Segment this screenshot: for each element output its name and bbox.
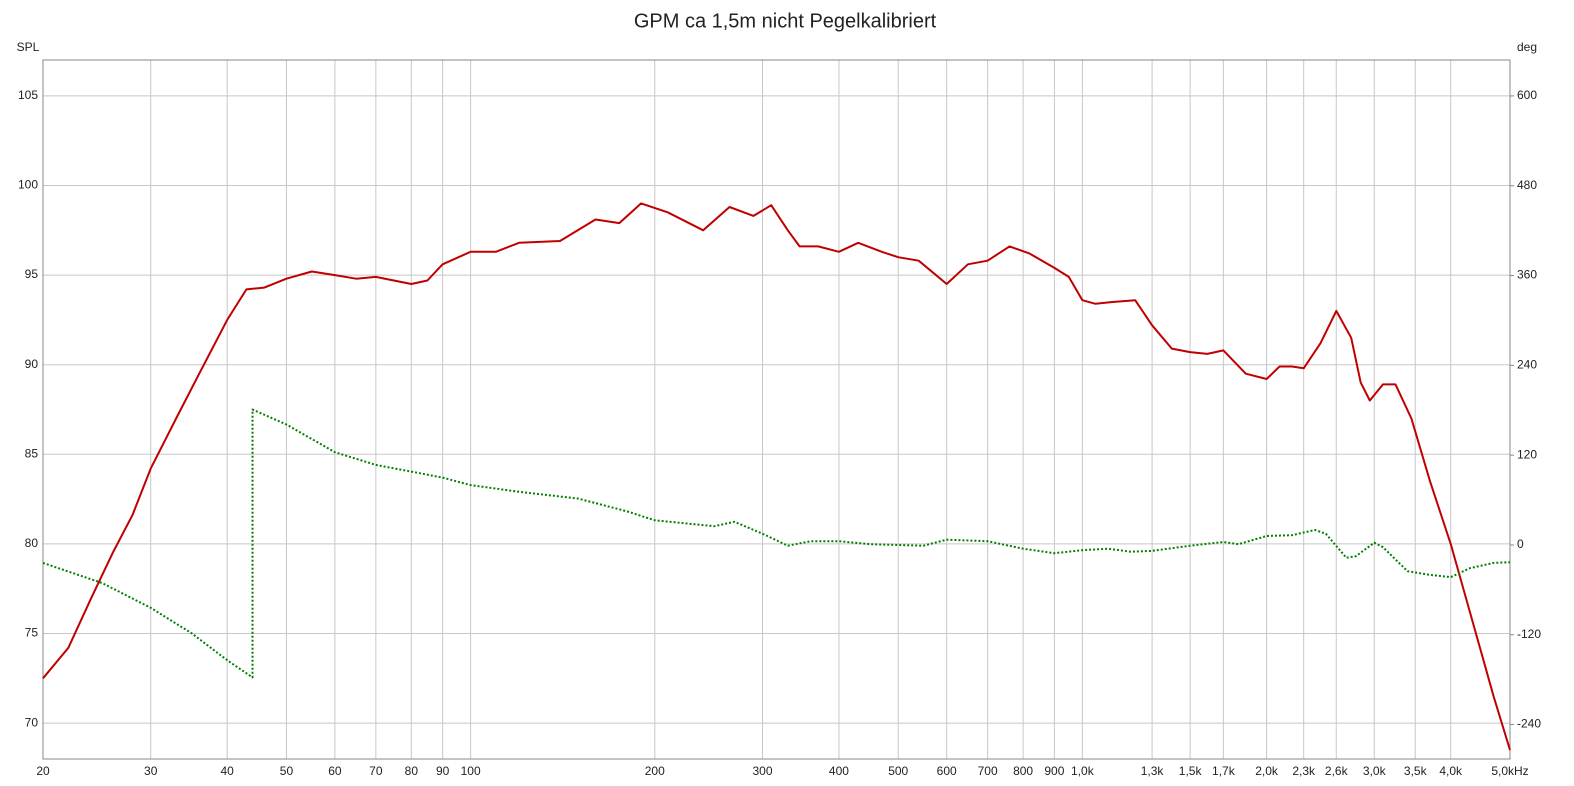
y-tick-label: 95	[25, 267, 39, 281]
x-tick-label: 2,3k	[1292, 764, 1316, 778]
x-tick-label: 30	[144, 764, 158, 778]
x-tick-label: 3,5k	[1404, 764, 1428, 778]
y-tick-label: 85	[25, 446, 39, 460]
y2-tick-label: 120	[1517, 447, 1537, 461]
x-tick-label: 300	[752, 764, 772, 778]
y-tick-label: 105	[18, 88, 38, 102]
y2-axis-label: deg	[1517, 40, 1537, 54]
x-tick-label: 100	[461, 764, 481, 778]
x-tick-label: 5,0kHz	[1491, 764, 1528, 778]
plot-frame	[42, 59, 1511, 760]
x-tick-label: 200	[645, 764, 665, 778]
data-line	[42, 202, 1511, 751]
x-tick-label: 40	[220, 764, 234, 778]
y-tick-label: 90	[25, 357, 39, 371]
x-tick-label: 500	[888, 764, 908, 778]
y-tick-label: 75	[25, 626, 39, 640]
y2-tick-label: 480	[1517, 178, 1537, 192]
x-tick-label: 600	[937, 764, 957, 778]
x-tick-label: 1,3k	[1141, 764, 1165, 778]
x-tick-label: 70	[369, 764, 383, 778]
y2-tick-label: -240	[1517, 717, 1541, 731]
x-tick-label: 4,0k	[1439, 764, 1463, 778]
x-tick-label: 700	[978, 764, 998, 778]
x-tick-label: 800	[1013, 764, 1033, 778]
data-line	[42, 408, 1511, 679]
x-tick-label: 90	[436, 764, 450, 778]
x-tick-label: 2,0k	[1255, 764, 1279, 778]
y2-tick-label: 600	[1517, 88, 1537, 102]
y2-tick-label: 360	[1517, 268, 1537, 282]
x-tick-label: 2,6k	[1325, 764, 1349, 778]
y2-tick-label: 240	[1517, 358, 1537, 372]
x-tick-label: 50	[280, 764, 294, 778]
x-tick-label: 900	[1044, 764, 1064, 778]
y-tick-label: 70	[25, 715, 39, 729]
y2-tick-label: -120	[1517, 627, 1541, 641]
chart-title: GPM ca 1,5m nicht Pegelkalibriert	[634, 10, 937, 32]
y2-tick-label: 0	[1517, 537, 1524, 551]
y-axis-label: SPL	[17, 40, 40, 54]
x-tick-label: 80	[405, 764, 419, 778]
x-tick-label: 20	[36, 764, 50, 778]
x-tick-label: 1,0k	[1071, 764, 1095, 778]
x-tick-label: 3,0k	[1363, 764, 1387, 778]
x-tick-label: 1,7k	[1212, 764, 1236, 778]
x-tick-label: 1,5k	[1179, 764, 1203, 778]
plot-area	[43, 60, 1510, 759]
y-tick-label: 100	[18, 178, 38, 192]
x-tick-label: 400	[829, 764, 849, 778]
y-tick-label: 80	[25, 536, 39, 550]
x-tick-label: 60	[328, 764, 342, 778]
